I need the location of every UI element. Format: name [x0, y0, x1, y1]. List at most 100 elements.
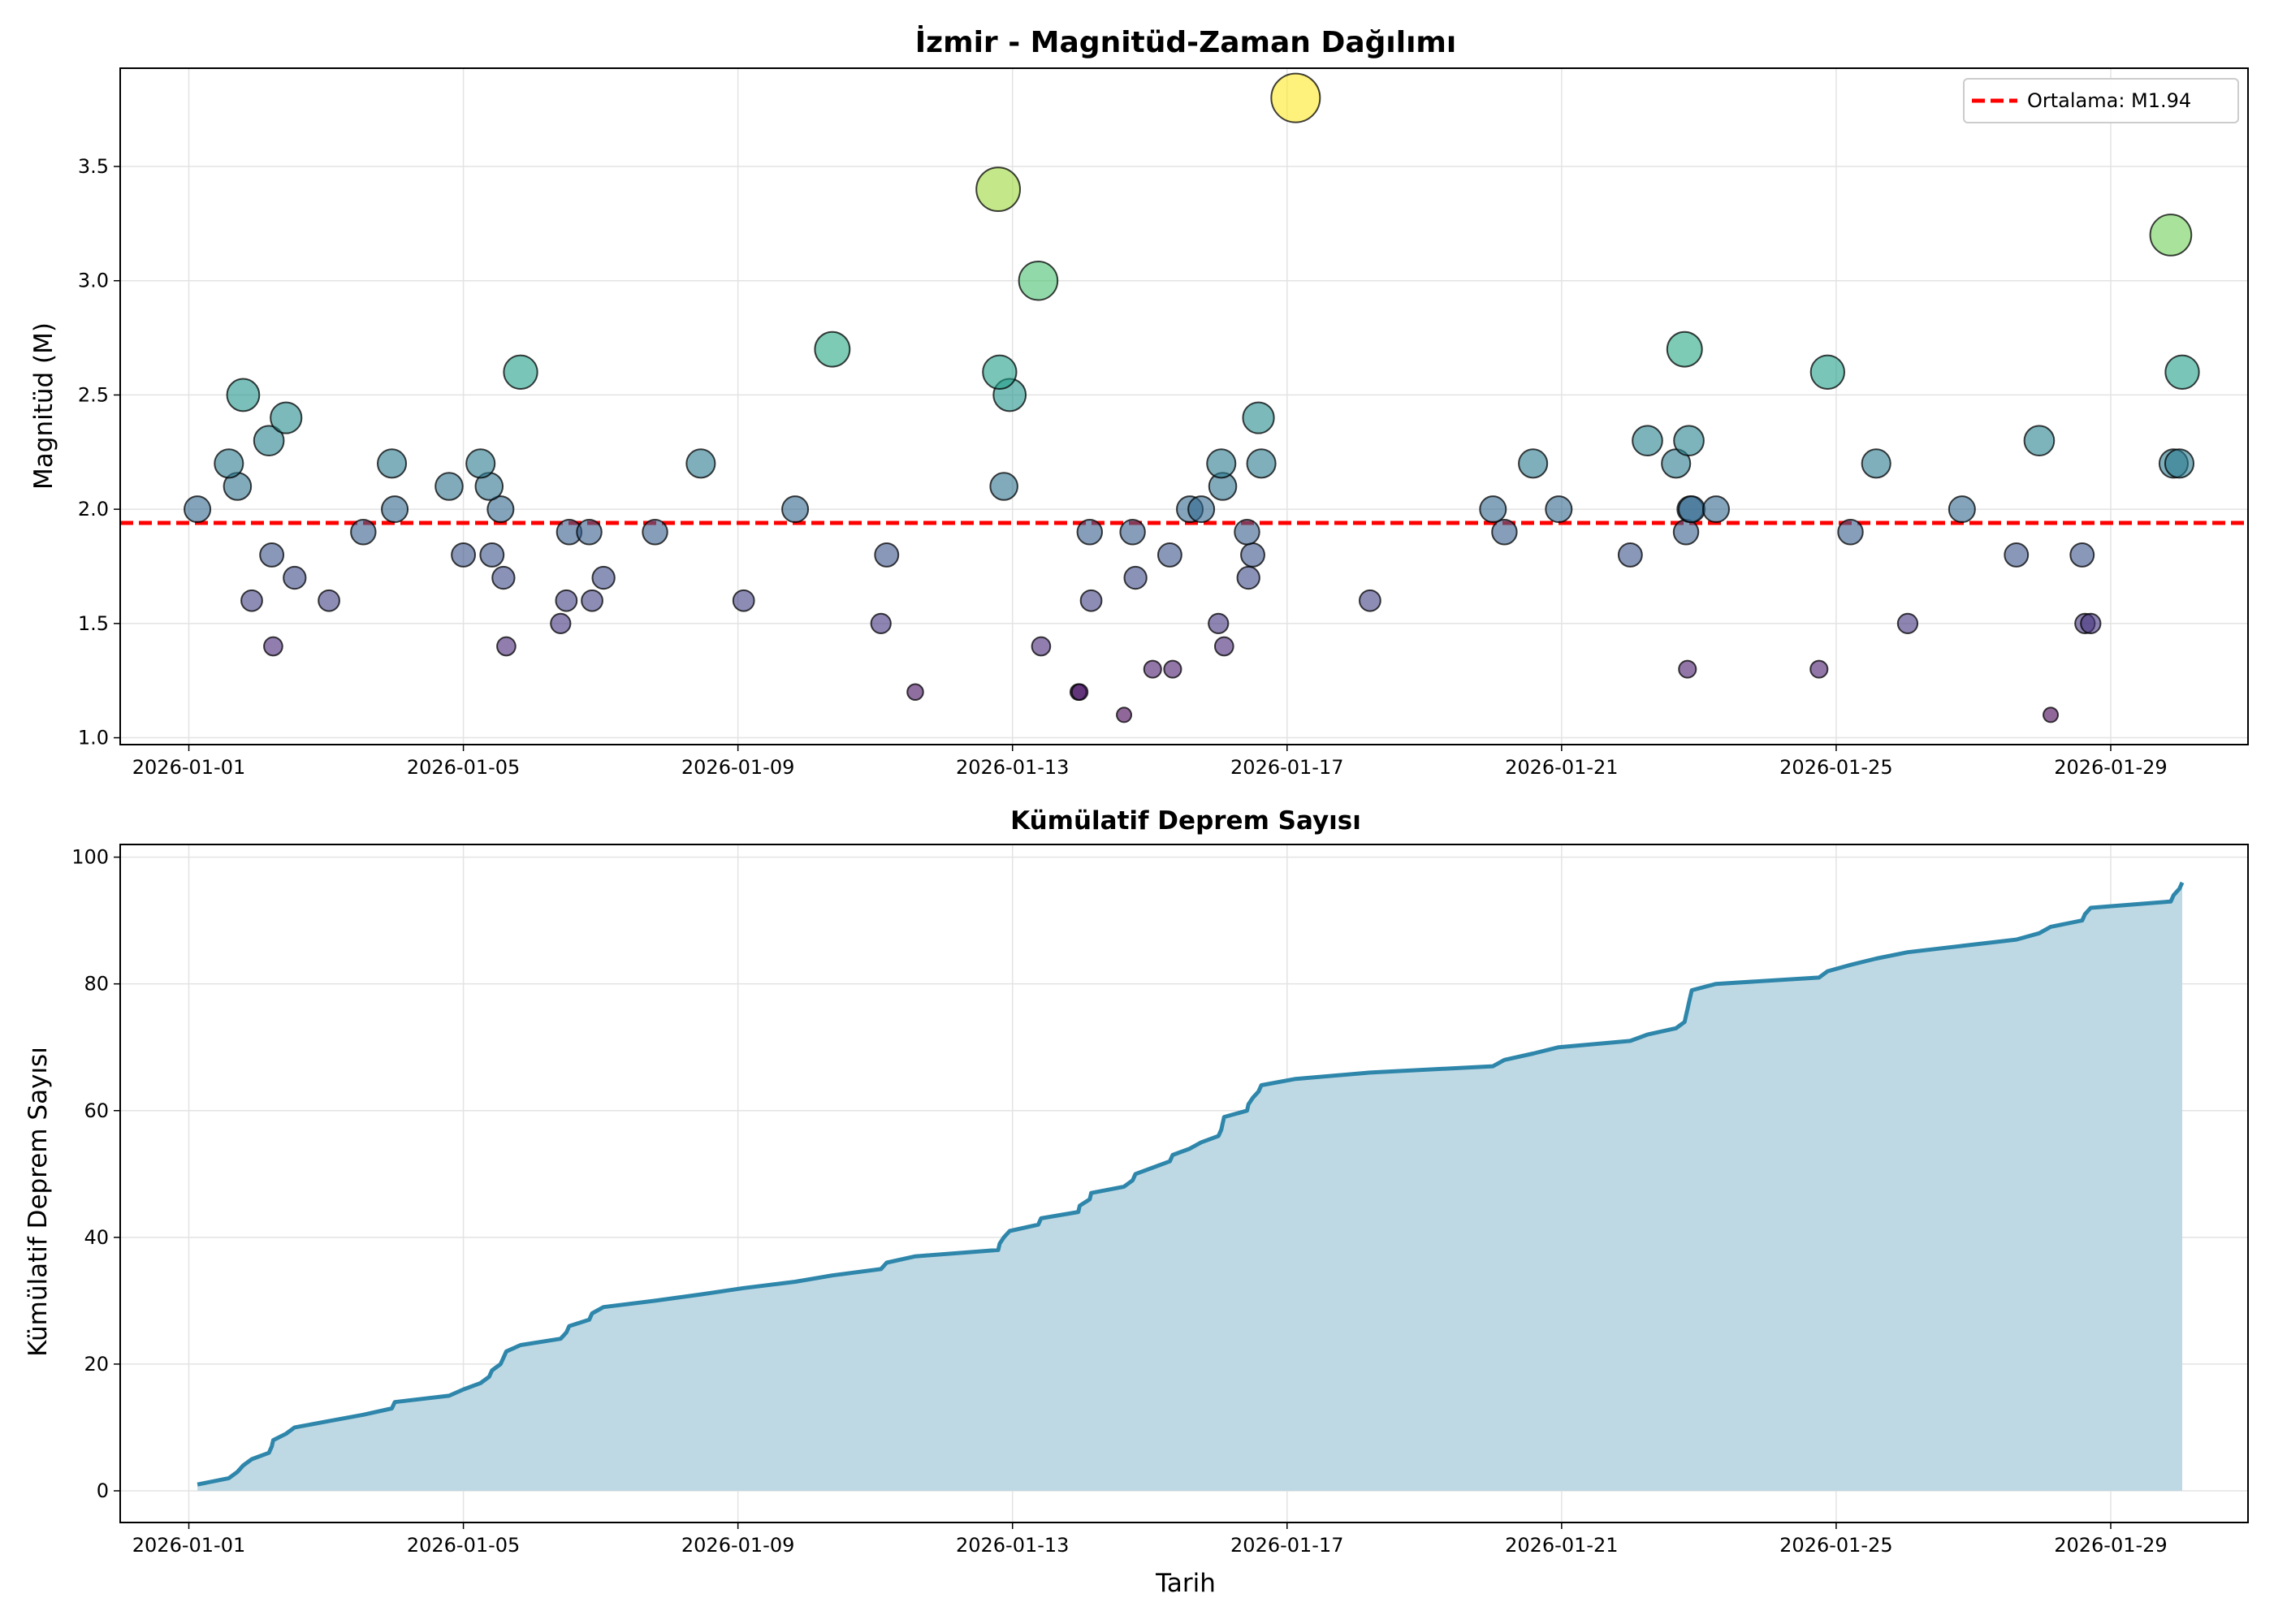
earthquake-point	[1119, 519, 1146, 546]
scatter-title: İzmir - Magnitüd-Zaman Dağılımı	[915, 25, 1457, 59]
earthquake-point	[685, 448, 716, 479]
earthquake-point	[591, 565, 616, 590]
earthquake-point	[1809, 659, 1829, 679]
earthquake-point	[1896, 612, 1919, 634]
y-tick-label: 100	[71, 846, 109, 869]
cumulative-area-fill	[197, 882, 2182, 1491]
earthquake-point	[1242, 401, 1275, 434]
x-tick-label: 2026-01-21	[1505, 756, 1618, 779]
scatter-gridlines	[120, 68, 2248, 745]
y-tick-label: 40	[84, 1226, 109, 1249]
earthquake-point	[1632, 425, 1663, 457]
earthquake-point	[496, 636, 517, 657]
earthquake-point	[1678, 495, 1706, 524]
earthquake-point	[874, 542, 900, 568]
cumulative-x-axis-label: Tarih	[1155, 1569, 1216, 1598]
earthquake-point	[576, 519, 603, 546]
y-tick-label: 2.5	[78, 383, 109, 406]
scatter-plot-frame	[119, 67, 2249, 745]
x-tick-label: 2026-01-01	[132, 756, 245, 779]
earthquake-point	[2164, 354, 2200, 390]
earthquake-point	[1123, 565, 1148, 590]
x-tick-label: 2026-01-01	[132, 1534, 245, 1557]
scatter-points	[184, 72, 2200, 723]
earthquake-point	[581, 589, 603, 612]
earthquake-point	[550, 612, 572, 634]
earthquake-point	[184, 495, 212, 524]
earthquake-point	[2149, 214, 2193, 257]
x-tick-label: 2026-01-17	[1230, 1534, 1343, 1557]
earthquake-point	[1545, 495, 1573, 524]
scatter-panel: İzmir - Magnitüd-Zaman Dağılımı 2026-01-…	[29, 25, 2249, 779]
earthquake-point	[350, 519, 377, 546]
earthquake-point	[906, 683, 924, 702]
earthquake-point	[2069, 542, 2095, 568]
x-tick-label: 2026-01-29	[2054, 756, 2167, 779]
earthquake-point	[486, 495, 515, 524]
y-tick-label: 20	[84, 1353, 109, 1376]
earthquake-point	[283, 565, 307, 590]
earthquake-point	[434, 472, 464, 501]
earthquake-point	[1479, 495, 1507, 524]
earthquake-point	[259, 542, 285, 568]
y-tick-label: 0	[97, 1479, 109, 1502]
scatter-y-axis-label: Magnitüd (M)	[29, 322, 58, 490]
earthquake-point	[1031, 636, 1052, 657]
cumulative-title: Kümülatif Deprem Sayısı	[1010, 806, 1361, 836]
x-tick-label: 2026-01-17	[1230, 756, 1343, 779]
cumulative-line	[197, 881, 2185, 1487]
y-tick-label: 80	[84, 973, 109, 996]
earthquake-point	[1234, 519, 1260, 546]
earthquake-point	[989, 472, 1018, 501]
earthquake-point	[1143, 659, 1162, 679]
earthquake-point	[1837, 519, 1864, 546]
cumulative-y-axis-label: Kümülatif Deprem Sayısı	[24, 1047, 53, 1357]
earthquake-point	[1270, 72, 1321, 123]
earthquake-point	[1672, 519, 1700, 546]
earthquake-point	[376, 448, 408, 479]
x-tick-label: 2026-01-29	[2054, 1534, 2167, 1557]
earthquake-point	[1809, 354, 1846, 390]
y-tick-label: 1.5	[78, 612, 109, 635]
x-tick-label: 2026-01-09	[681, 756, 794, 779]
earthquake-point	[263, 636, 283, 657]
x-tick-label: 2026-01-21	[1505, 1534, 1618, 1557]
earthquake-point	[253, 425, 285, 457]
earthquake-point	[975, 166, 1021, 213]
cumulative-plot-frame	[119, 844, 2249, 1523]
x-tick-label: 2026-01-13	[956, 756, 1069, 779]
earthquake-point	[503, 354, 538, 390]
earthquake-point	[1018, 260, 1059, 301]
earthquake-point	[465, 448, 496, 479]
x-tick-label: 2026-01-05	[407, 1534, 520, 1557]
earthquake-point	[1236, 565, 1260, 590]
x-tick-label: 2026-01-13	[956, 1534, 1069, 1557]
earthquake-point	[381, 495, 409, 524]
earthquake-point	[1617, 542, 1643, 568]
earthquake-point	[1163, 659, 1182, 679]
earthquake-point	[1208, 612, 1230, 634]
earthquake-point	[1861, 448, 1891, 479]
y-tick-label: 3.5	[78, 155, 109, 178]
scatter-x-ticks: 2026-01-01 2026-01-05 2026-01-09 2026-01-13…	[132, 745, 2168, 779]
x-tick-label: 2026-01-25	[1779, 1534, 1892, 1557]
earthquake-point	[982, 354, 1018, 390]
earthquake-point	[270, 401, 303, 434]
x-tick-label: 2026-01-05	[407, 756, 520, 779]
earthquake-point	[2004, 542, 2030, 568]
earthquake-point	[1070, 683, 1089, 702]
earthquake-point	[1187, 495, 1216, 524]
legend-entry-mean: Ortalama: M1.94	[2027, 89, 2191, 112]
earthquake-point	[240, 589, 263, 612]
earthquake-point	[2043, 706, 2060, 723]
earthquake-point	[1156, 542, 1182, 568]
earthquake-point	[1518, 448, 1549, 479]
earthquake-point	[1246, 448, 1277, 479]
y-tick-label: 2.0	[78, 498, 109, 520]
cumulative-panel: Kümülatif Deprem Sayısı 2026-01-01 2026-0…	[24, 806, 2249, 1598]
earthquake-point	[1702, 495, 1730, 524]
earthquake-point	[814, 330, 851, 368]
earthquake-point	[642, 519, 668, 546]
earthquake-point	[1948, 495, 1976, 524]
